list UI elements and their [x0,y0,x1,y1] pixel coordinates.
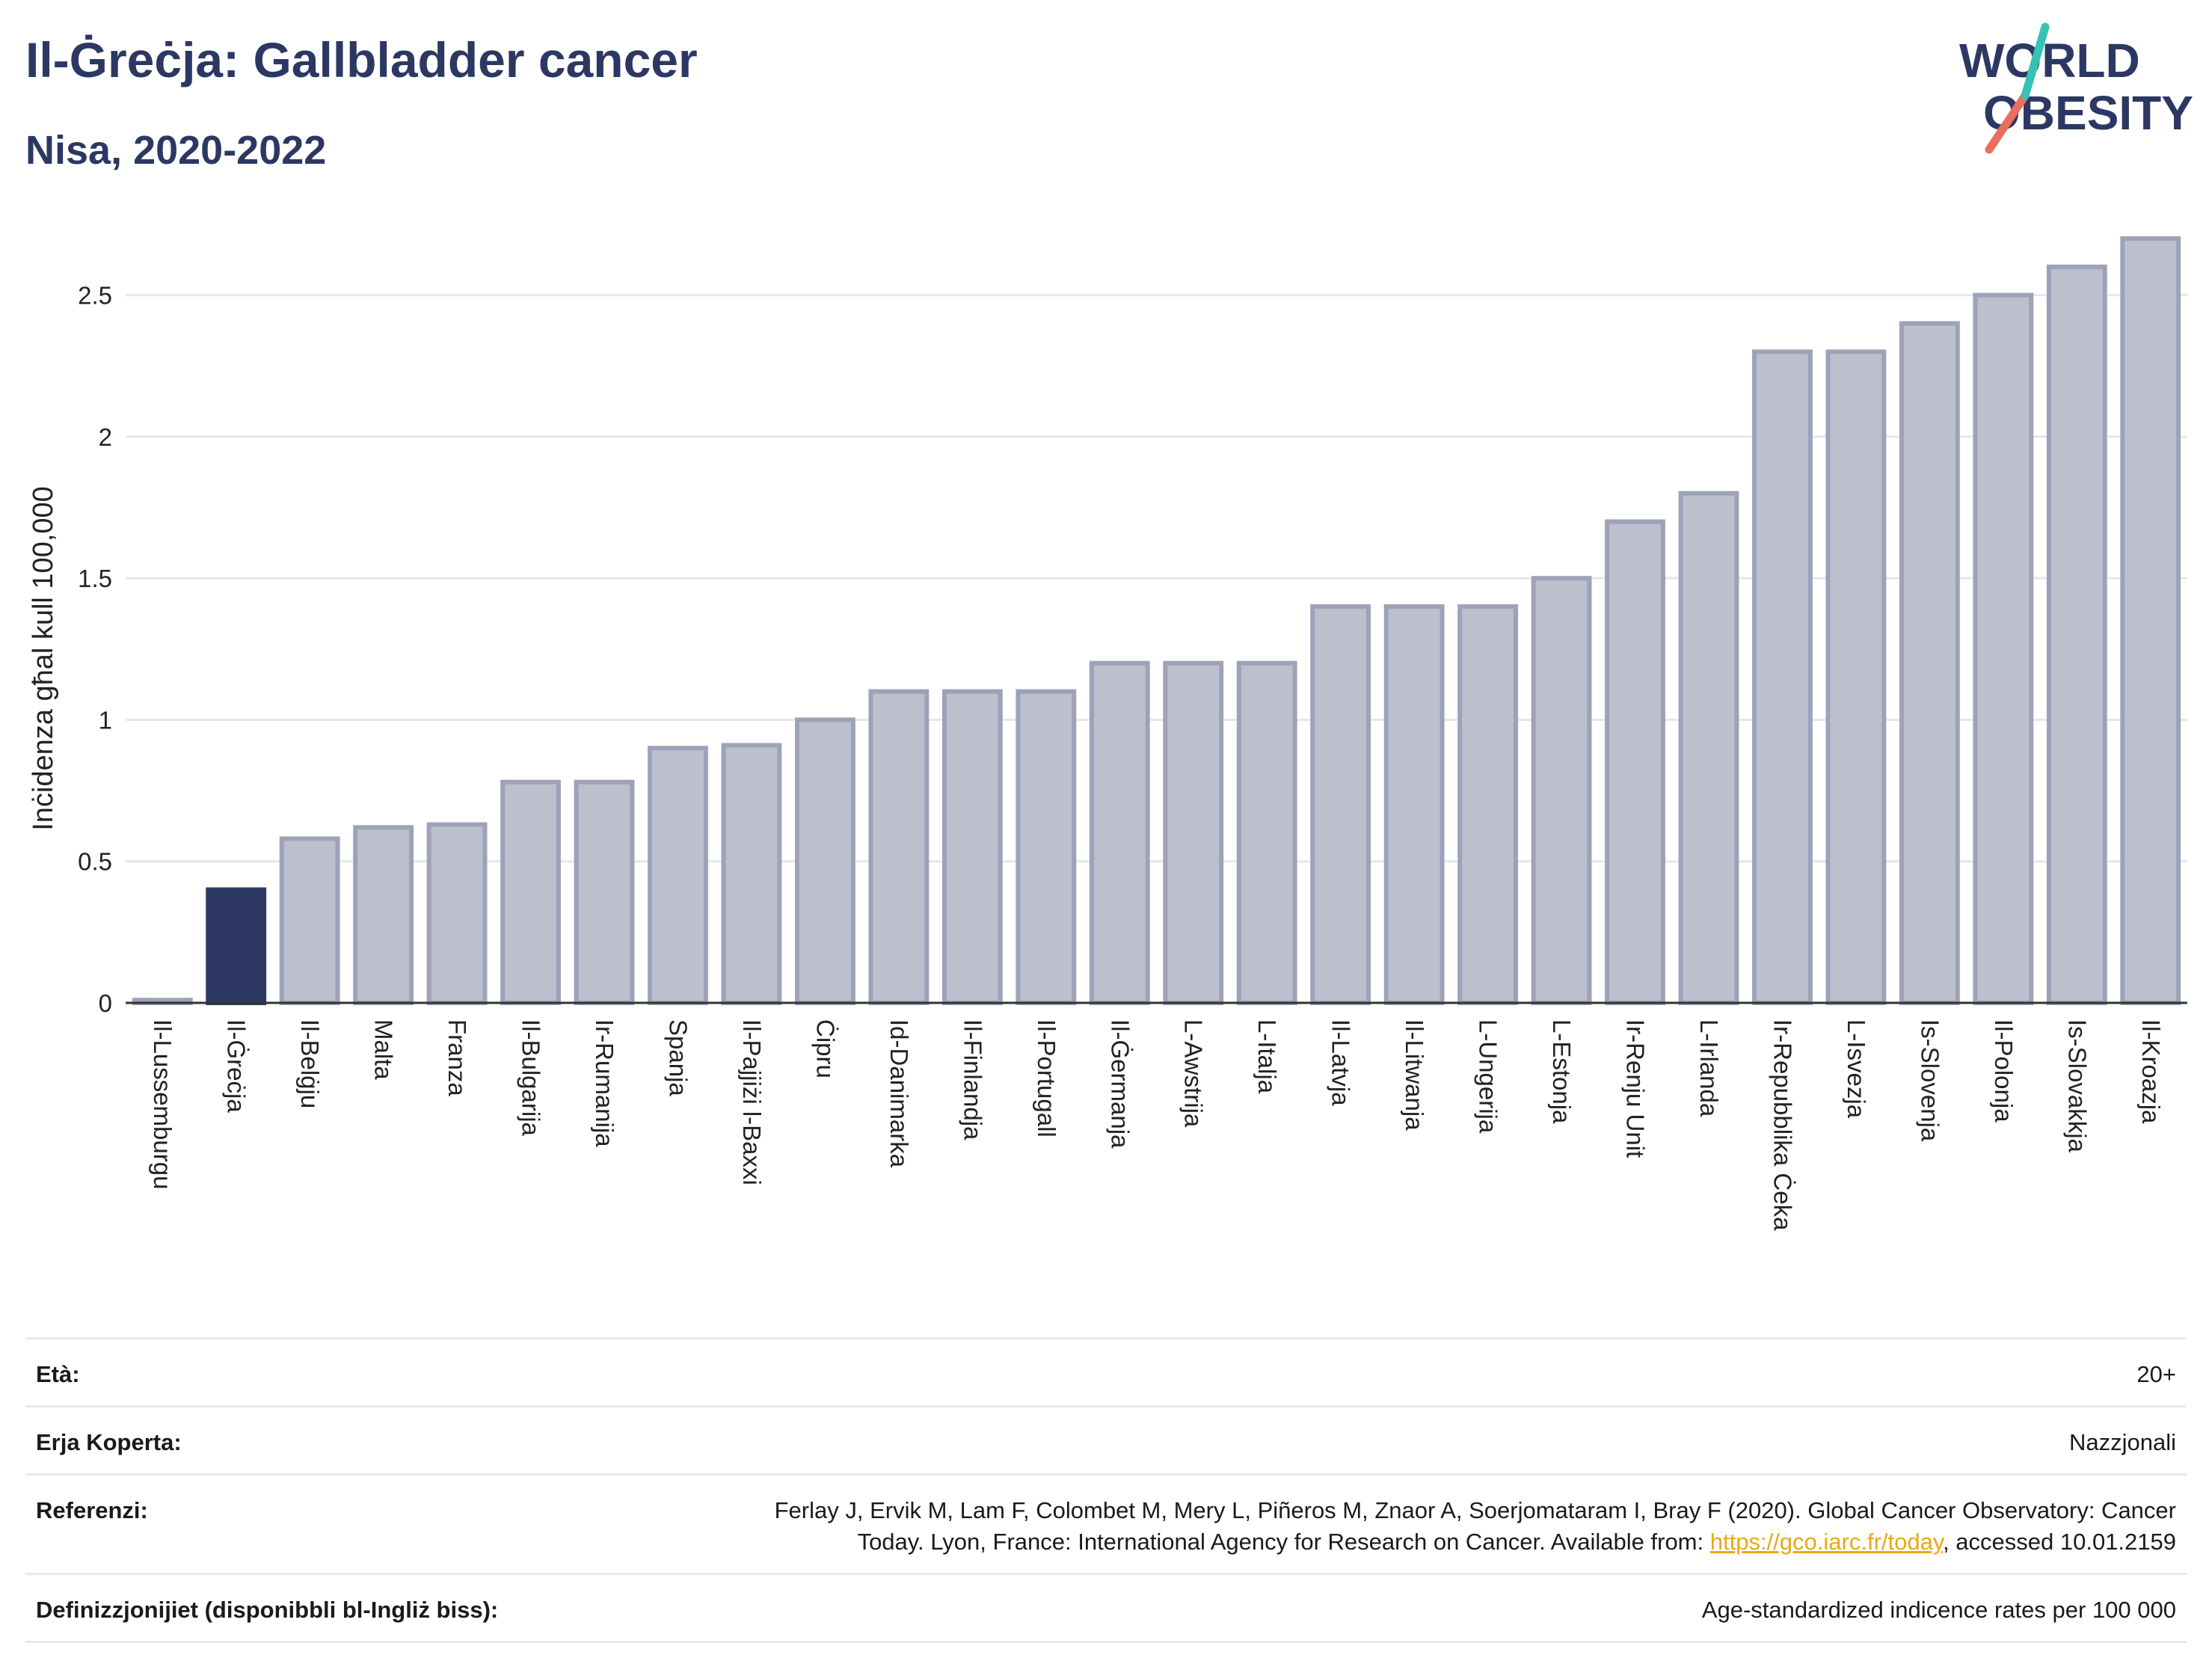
bar[interactable] [1457,604,1519,1005]
bar[interactable] [941,689,1003,1005]
bar[interactable] [574,779,635,1005]
bar[interactable] [1752,349,1813,1005]
y-tick-label: 2 [99,423,112,451]
x-tick-label: Il-Ġreċja [223,1019,251,1113]
bar[interactable] [2120,236,2181,1006]
info-row-age: Età: 20+ [25,1337,2187,1405]
x-tick-label: Is-Slovakkja [2063,1019,2091,1153]
x-tick-label: L-Awstrija [1180,1019,1208,1128]
bar[interactable] [1163,660,1224,1006]
bar[interactable] [1531,576,1592,1005]
x-tick-label: L-Irlanda [1695,1019,1723,1117]
x-tick-label: Ċipru [811,1019,839,1078]
x-tick-label: L-Estonja [1548,1019,1576,1124]
logo-slash-teal [2021,22,2050,100]
bar[interactable] [794,717,855,1005]
x-tick-label: L-Italja [1253,1019,1281,1094]
bar[interactable] [279,836,340,1005]
x-tick-label: Il-Latvja [1327,1019,1355,1106]
x-tick-label: Spanja [664,1019,692,1096]
x-tick-label: Il-Ġermanja [1106,1019,1134,1149]
bar[interactable] [721,743,782,1005]
x-tick-label: Il-Belġju [296,1019,324,1108]
bar[interactable] [500,779,561,1005]
x-tick-label: Il-Kroazja [2137,1019,2165,1124]
bar[interactable] [648,746,708,1005]
bar[interactable] [1383,604,1445,1005]
y-tick-label: 0.5 [78,848,112,876]
bar[interactable] [1825,349,1887,1005]
bar[interactable] [1089,660,1150,1006]
x-tick-label: Il-Bulgarija [517,1019,545,1137]
age-label: Età: [36,1361,80,1387]
x-tick-label: Il-Litwanja [1401,1019,1428,1131]
bars [132,236,2181,1006]
bar[interactable] [206,887,267,1005]
area-value: Nazzjonali [2068,1429,2176,1455]
world-obesity-logo: WORLD OBESITY [1959,22,2193,154]
x-tick-label: Malta [370,1019,398,1080]
references-label: Referenzi: [36,1497,148,1523]
area-label: Erja Koperta: [36,1429,182,1455]
references-text-1: Ferlay J, Ervik M, Lam F, Colombet M, Me… [774,1497,2176,1523]
x-tick-label: L-Ungerija [1475,1019,1502,1134]
x-tick-label: Franza [443,1019,471,1096]
bar[interactable] [353,825,414,1005]
info-row-references: Referenzi: Ferlay J, Ervik M, Lam F, Col… [25,1473,2187,1573]
x-tick-label: Ir-Repubblika Ċeka [1769,1019,1796,1231]
x-axis-labels: Il-Lussemburgu Il-Ġreċja Il-Belġju Malta Fra… [149,1019,2165,1231]
references-text-2: Today. Lyon, France: International Agenc… [857,1529,1710,1555]
chart-title: Il-Ġreċja: Gallbladder cancer [25,32,698,87]
info-row-definitions: Definizzjonijiet (disponibbli bl-Ingliż … [25,1573,2187,1643]
y-tick-label: 0 [99,989,112,1017]
info-table: Età: 20+ Erja Koperta: Nazzjonali Refere… [25,1337,2187,1643]
bar[interactable] [1310,604,1371,1005]
y-tick-label: 2.5 [78,282,112,310]
references-value: Ferlay J, Ervik M, Lam F, Colombet M, Me… [775,1495,2176,1558]
age-value: 20+ [2136,1361,2176,1387]
bar[interactable] [1016,689,1077,1005]
x-tick-label: Il-Finlandja [959,1019,986,1140]
references-link[interactable]: https://gco.iarc.fr/today [1709,1529,1944,1555]
x-tick-label: Il-Pajjiżi l-Baxxi [738,1019,766,1185]
x-tick-label: Ir-Renju Unit [1622,1019,1650,1158]
definitions-label: Definizzjonijiet (disponibbli bl-Ingliż … [36,1597,499,1623]
x-tick-label: L-Isvezja [1843,1019,1870,1119]
x-tick-label: Is-Slovenja [1916,1019,1944,1142]
x-tick-label: Ir-Rumanija [591,1019,618,1147]
info-row-area: Erja Koperta: Nazzjonali [25,1405,2187,1473]
logo-slash-coral [1985,91,2030,154]
references-text-3: , accessed 10.01.2159 [1943,1529,2176,1555]
bar[interactable] [1973,292,2034,1005]
bar-chart: 0 0.5 1 1.5 2 2.5 Il-Lussemburgu Il-Ġreċja Il-B… [28,236,2187,1231]
y-axis-label: Inċidenza għal kull 100,000 [28,486,59,831]
definitions-value: Age-standardized indicence rates per 100… [1701,1597,2176,1623]
x-tick-label: Il-Polonja [1990,1019,2018,1123]
bar[interactable] [2046,264,2107,1006]
bar[interactable] [1899,321,1960,1005]
x-tick-label: Id-Danimarka [885,1019,913,1168]
bar[interactable] [868,689,930,1005]
y-tick-label: 1.5 [78,565,112,592]
bar[interactable] [426,822,488,1005]
x-tick-label: Il-Portugall [1033,1019,1060,1137]
bar[interactable] [1236,660,1297,1006]
y-axis-ticks: 0 0.5 1 1.5 2 2.5 [78,282,112,1017]
y-tick-label: 1 [99,706,112,734]
logo-line1: WORLD [1959,34,2140,87]
x-tick-label: Il-Lussemburgu [149,1019,176,1189]
bar[interactable] [1678,491,1739,1005]
bar[interactable] [1605,519,1665,1005]
chart-subtitle: Nisa, 2020-2022 [25,128,327,173]
